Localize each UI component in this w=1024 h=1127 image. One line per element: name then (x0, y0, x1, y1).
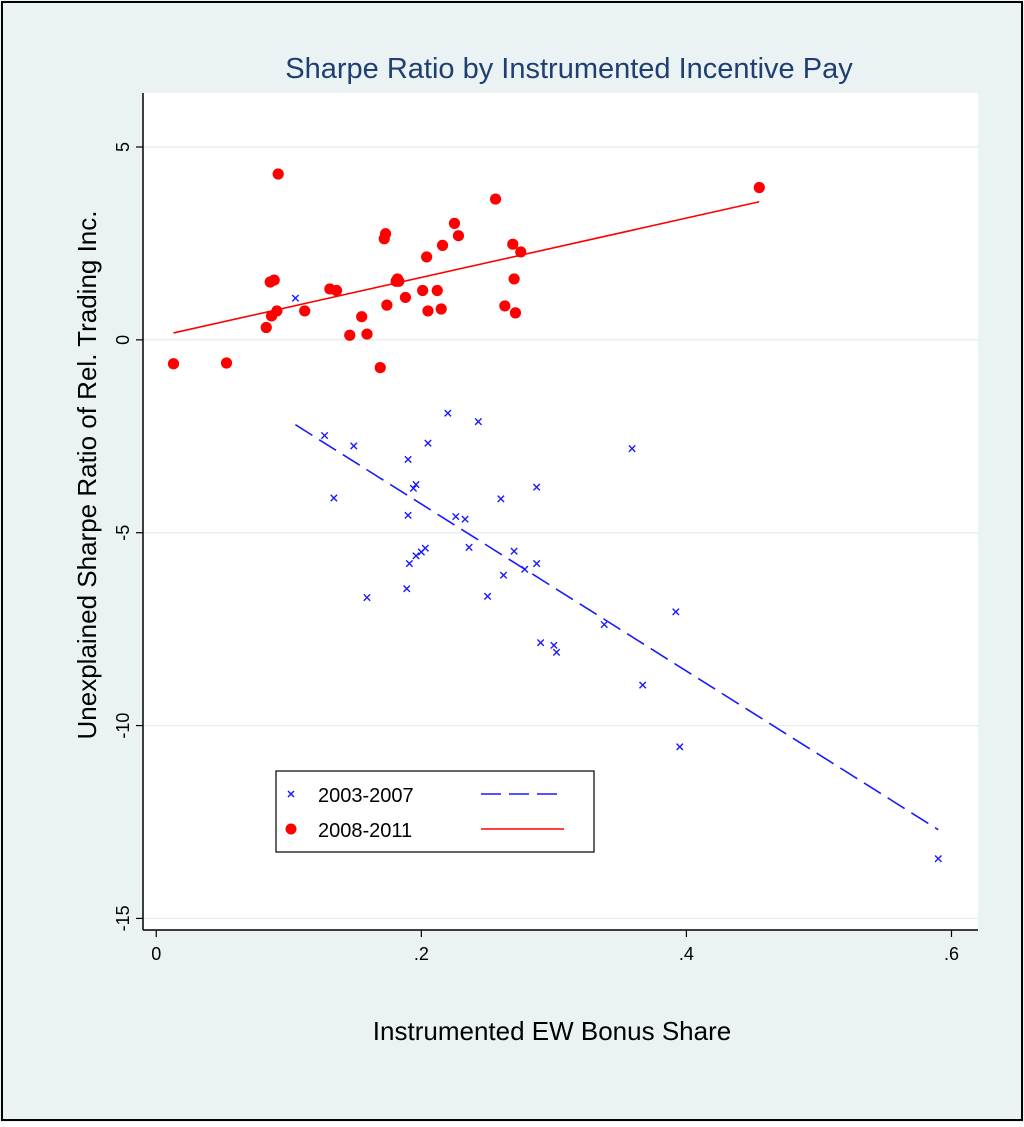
axes (142, 93, 978, 931)
point-2003-2007 (497, 495, 505, 503)
y-tick-label: 0 (113, 335, 133, 345)
point-2003-2007 (672, 608, 680, 616)
point-2008-2011 (344, 329, 356, 341)
point-2008-2011 (271, 305, 283, 317)
point-2008-2011 (508, 273, 520, 285)
point-2008-2011 (417, 284, 429, 297)
point-2003-2007 (404, 511, 412, 520)
point-2008-2011 (753, 181, 765, 194)
point-2008-2011 (272, 168, 284, 180)
point-2008-2011 (268, 274, 280, 286)
point-2003-2007 (412, 552, 420, 560)
point-2003-2007 (405, 559, 414, 568)
legend: 2003-2007 2008-2011 (275, 770, 595, 853)
point-2008-2011 (379, 228, 392, 240)
legend-label-2008-2011: 2008-2011 (318, 820, 412, 842)
y-tick-label: -15 (113, 905, 133, 931)
point-2003-2007 (412, 480, 420, 489)
point-2003-2007 (424, 439, 432, 447)
point-2008-2011 (381, 299, 393, 311)
x-tick-label: .6 (944, 944, 959, 964)
point-2003-2007 (536, 638, 545, 647)
point-2008-2011 (330, 284, 343, 297)
point-2003-2007 (638, 681, 647, 689)
point-2003-2007 (444, 409, 452, 417)
point-2008-2011 (499, 300, 511, 312)
point-2008-2011 (260, 321, 272, 334)
point-2008-2011 (507, 238, 519, 250)
tick-marks: -15 -10 -5 0 5 0 .2 .4 .6 (113, 142, 959, 964)
point-2008-2011 (356, 311, 368, 323)
point-2003-2007 (403, 584, 411, 593)
point-2008-2011 (515, 246, 527, 258)
point-2008-2011 (509, 307, 522, 319)
point-2003-2007 (550, 641, 558, 650)
point-2003-2007 (934, 854, 942, 863)
x-axis-label: Instrumented EW Bonus Share (373, 1016, 731, 1046)
point-2003-2007 (404, 455, 412, 464)
y-tick-label: -10 (113, 713, 133, 739)
point-2003-2007 (465, 543, 473, 552)
x-tick-label: 0 (151, 944, 161, 964)
point-2003-2007 (291, 294, 300, 302)
point-2003-2007 (521, 565, 529, 574)
point-2008-2011 (361, 328, 373, 340)
point-2003-2007 (628, 444, 636, 453)
y-tick-label: -5 (113, 525, 133, 541)
point-2003-2007 (483, 592, 492, 601)
point-2003-2007 (421, 544, 430, 552)
point-2008-2011 (452, 230, 465, 242)
point-2003-2007 (676, 743, 684, 751)
point-2008-2011 (489, 193, 502, 205)
point-2003-2007 (461, 515, 469, 523)
x-tick-label: .2 (414, 944, 429, 964)
point-2008-2011 (448, 217, 461, 229)
y-tick-label: 5 (113, 142, 133, 152)
point-2003-2007 (330, 494, 338, 502)
point-2008-2011 (421, 251, 433, 263)
legend-label-2003-2007: 2003-2007 (318, 785, 414, 807)
legend-box (275, 770, 595, 853)
point-2003-2007 (552, 648, 561, 656)
point-2003-2007 (474, 417, 483, 426)
point-2003-2007 (350, 442, 358, 450)
chart-title: Sharpe Ratio by Instrumented Incentive P… (285, 53, 853, 85)
point-2003-2007 (363, 593, 371, 602)
point-2008-2011 (299, 305, 311, 317)
point-2008-2011 (167, 358, 180, 370)
legend-marker-2008-2011 (285, 823, 297, 835)
point-2008-2011 (220, 357, 233, 369)
point-2008-2011 (399, 291, 412, 304)
point-2003-2007 (510, 547, 518, 555)
data-points (167, 168, 942, 863)
point-2003-2007 (320, 431, 329, 440)
gridlines (143, 146, 978, 920)
legend-marker-2003-2007 (287, 790, 295, 798)
point-2003-2007 (452, 512, 460, 521)
point-2008-2011 (431, 284, 443, 297)
point-2008-2011 (436, 239, 449, 251)
point-2003-2007 (409, 484, 418, 493)
fit-line-2003-2007 (294, 424, 939, 831)
x-tick-label: .4 (679, 944, 694, 964)
point-2003-2007 (532, 483, 541, 491)
point-2008-2011 (435, 303, 447, 315)
y-axis-label: Unexplained Sharpe Ratio of Rel. Trading… (72, 211, 102, 740)
point-2003-2007 (499, 571, 508, 579)
point-2008-2011 (393, 275, 405, 287)
point-2003-2007 (600, 620, 608, 629)
point-2008-2011 (422, 305, 434, 317)
point-2003-2007 (532, 559, 541, 568)
point-2008-2011 (374, 362, 386, 374)
